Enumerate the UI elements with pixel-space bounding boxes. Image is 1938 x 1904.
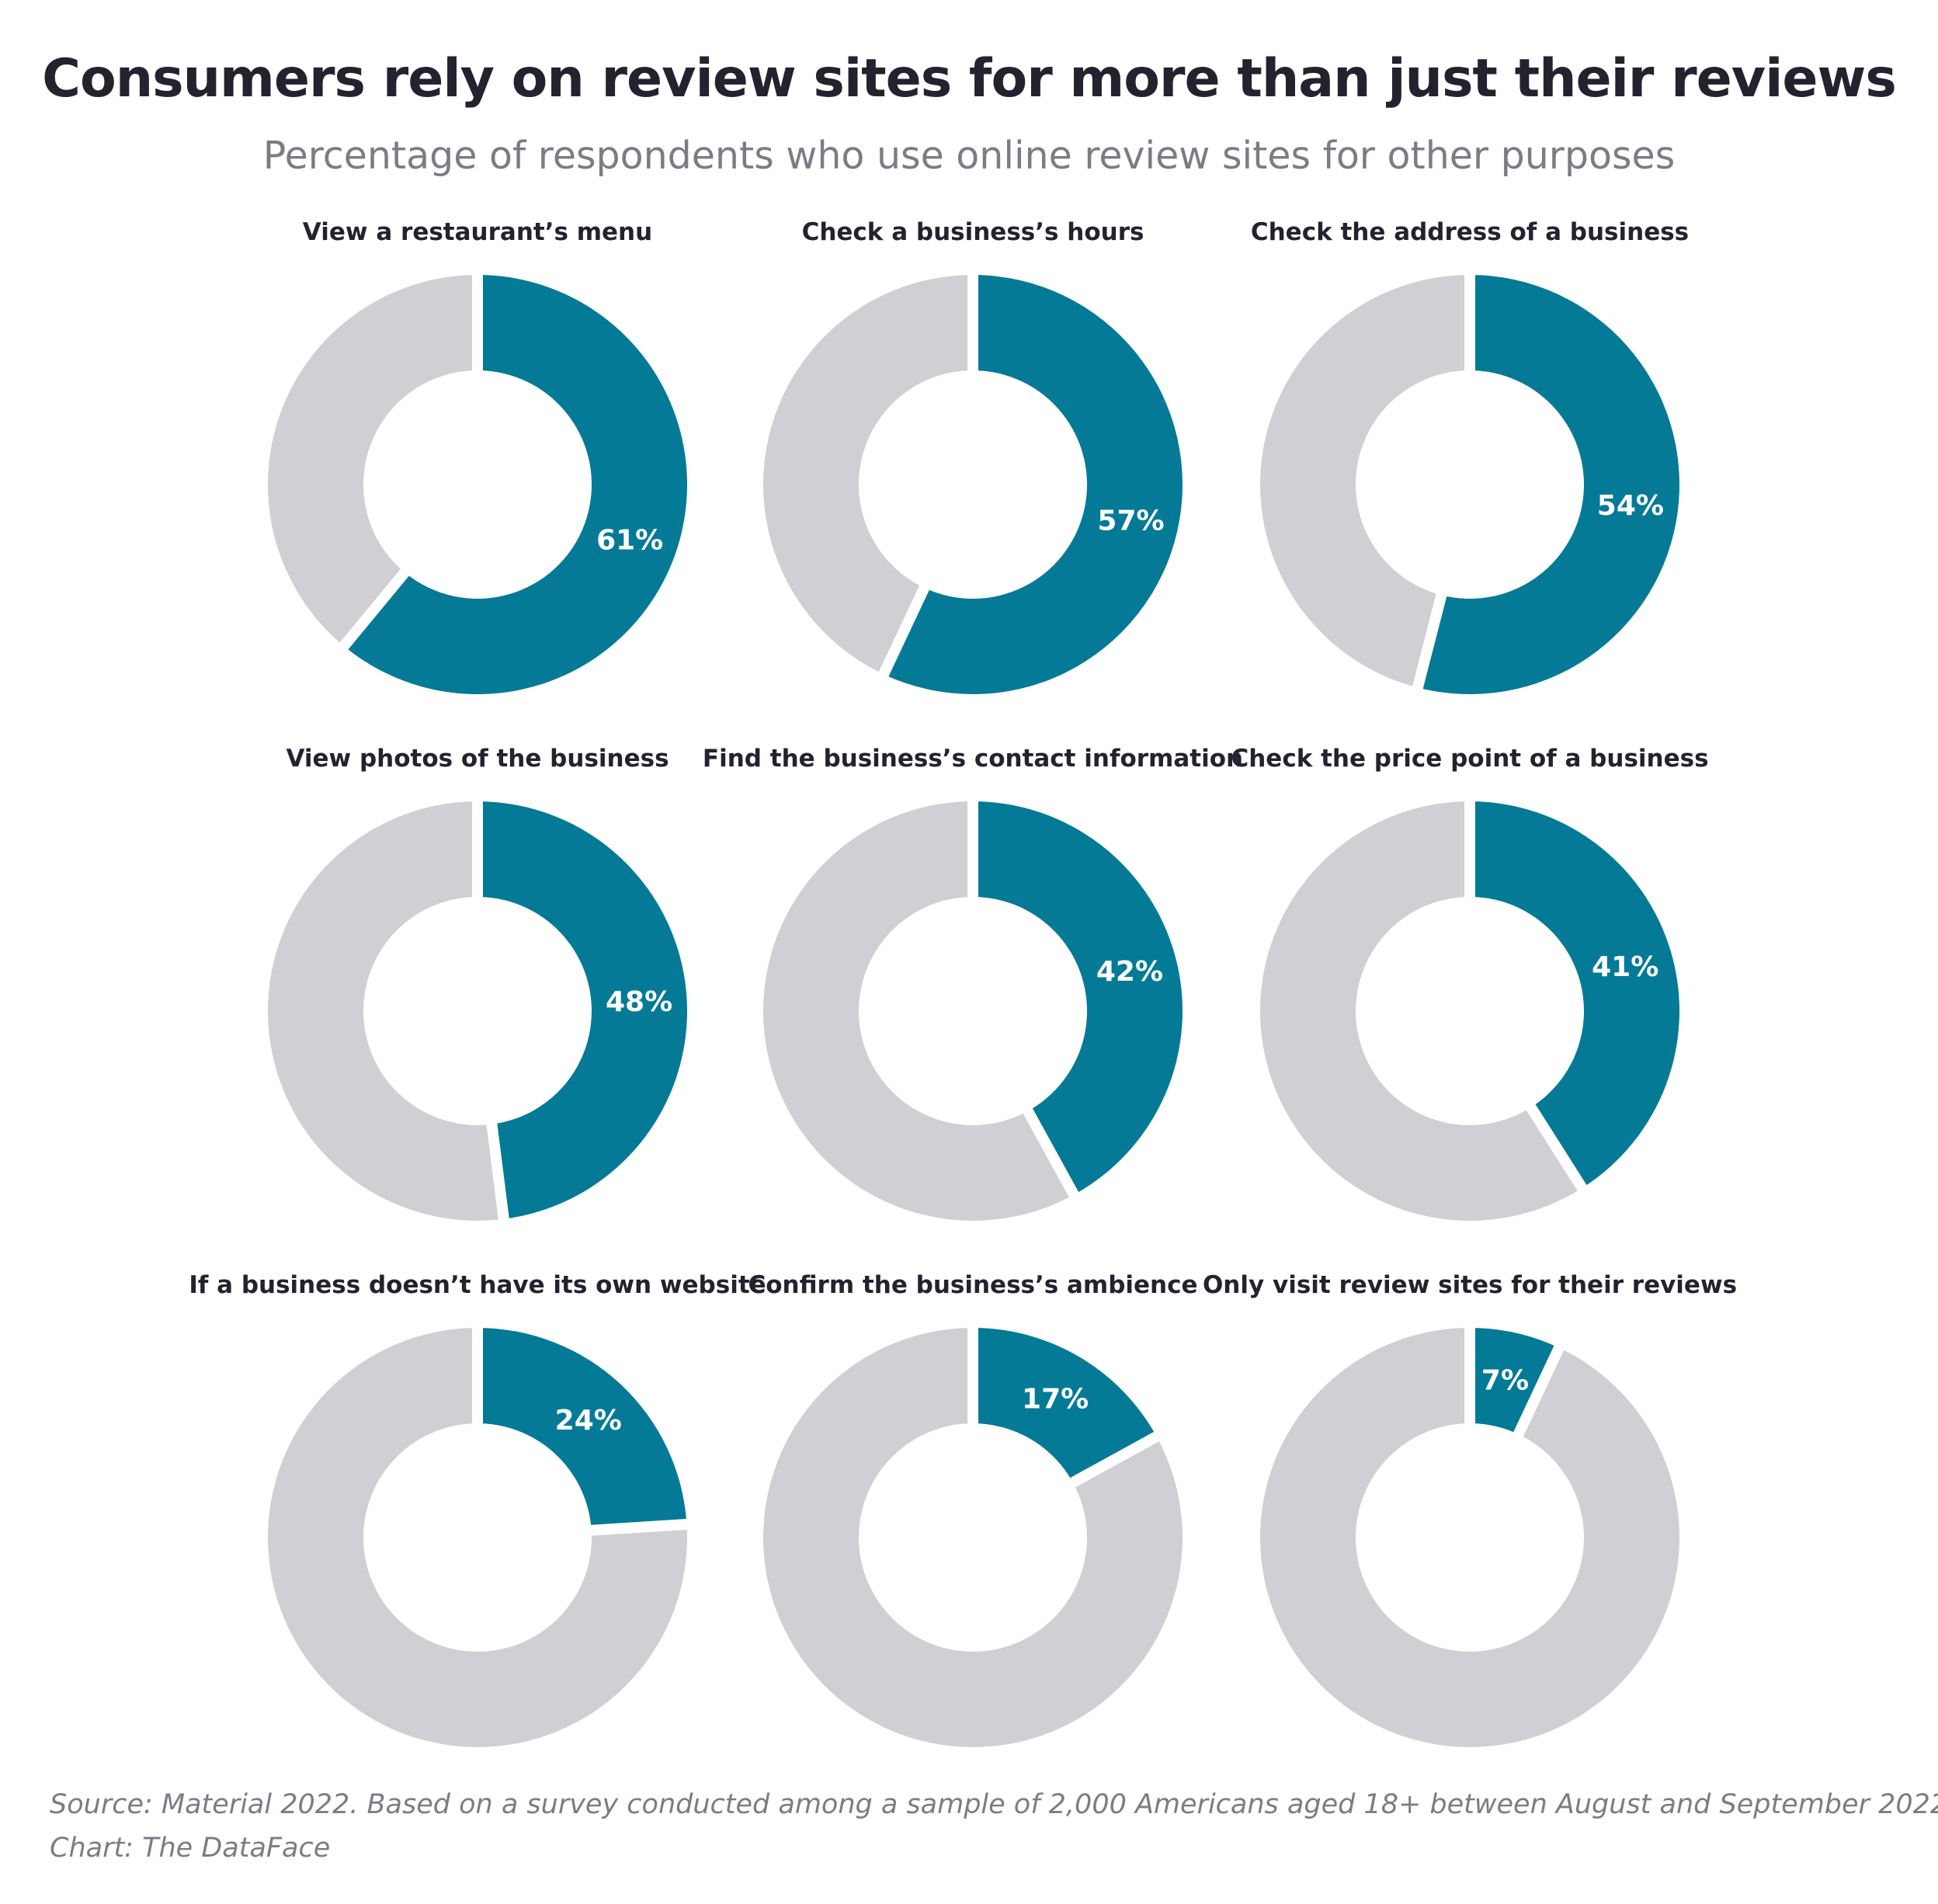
donut-chart: Check the price point of a business 41% — [1231, 745, 1709, 1221]
value-slice — [478, 1328, 687, 1530]
remainder-slice — [267, 275, 478, 647]
value-slice — [884, 275, 1183, 694]
value-slice — [973, 801, 1183, 1195]
value-label: 61% — [596, 525, 663, 557]
value-slice — [973, 1328, 1157, 1483]
source-line: Source: Material 2022. Based on a survey… — [50, 1789, 1938, 1820]
category-label: Check the price point of a business — [1231, 745, 1708, 773]
value-slice — [1417, 275, 1679, 694]
donut-chart: View photos of the business 48% — [267, 745, 687, 1223]
category-label: Only visit review sites for their review… — [1203, 1271, 1737, 1299]
slice-separator — [1021, 1105, 1081, 1200]
category-label: Find the business’s contact information — [703, 745, 1243, 773]
remainder-slice — [267, 801, 504, 1221]
value-label: 42% — [1096, 956, 1163, 988]
remainder-slice — [1260, 801, 1582, 1221]
donut-chart: Check the address of a business 54% — [1251, 218, 1689, 694]
slice-separator — [877, 582, 931, 679]
donut-chart: If a business doesn’t have its own websi… — [189, 1271, 766, 1747]
value-slice — [343, 275, 687, 694]
slice-separator — [1412, 590, 1448, 693]
slice-separator — [1512, 1343, 1565, 1440]
remainder-slice — [762, 1328, 1183, 1747]
slice-separator — [1524, 1101, 1589, 1194]
value-label: 54% — [1597, 490, 1664, 522]
category-label: Check a business’s hours — [802, 218, 1144, 246]
chart-subtitle: Percentage of respondents who use online… — [262, 134, 1676, 178]
source-note: Source: Material 2022. Based on a survey… — [50, 1783, 1938, 1870]
remainder-slice — [1260, 275, 1470, 688]
donut-chart: Find the business’s contact information 4… — [703, 745, 1243, 1221]
donut-chart: View a restaurant’s menu 61% — [267, 218, 687, 694]
credit-line: Chart: The DataFace — [50, 1833, 331, 1864]
value-label: 24% — [555, 1405, 622, 1437]
donut-chart: Only visit review sites for their review… — [1203, 1271, 1737, 1747]
category-label: View a restaurant’s menu — [303, 218, 652, 246]
value-label: 48% — [606, 986, 672, 1018]
slice-separator — [485, 1120, 510, 1223]
value-label: 17% — [1022, 1384, 1089, 1416]
value-label: 41% — [1592, 951, 1658, 983]
category-label: Check the address of a business — [1251, 218, 1689, 246]
value-label: 57% — [1097, 505, 1164, 537]
donut-chart: Check a business’s hours 57% — [763, 218, 1183, 694]
remainder-slice — [763, 801, 1075, 1221]
value-label: 7% — [1481, 1365, 1529, 1397]
remainder-slice — [267, 1328, 687, 1747]
slice-separator — [588, 1518, 690, 1537]
category-label: Confirm the business’s ambience — [748, 1271, 1197, 1299]
category-label: View photos of the business — [286, 745, 669, 773]
value-slice — [1470, 801, 1679, 1188]
slice-separator — [1067, 1430, 1162, 1489]
donut-chart: Confirm the business’s ambience 17% — [748, 1271, 1198, 1747]
category-label: If a business doesn’t have its own websi… — [189, 1271, 766, 1299]
remainder-slice — [763, 275, 973, 675]
value-slice — [478, 801, 687, 1219]
slice-separator — [337, 566, 412, 652]
chart-title: Consumers rely on review sites for more … — [42, 48, 1897, 109]
value-slice — [1470, 1328, 1559, 1434]
remainder-slice — [1260, 1328, 1679, 1747]
